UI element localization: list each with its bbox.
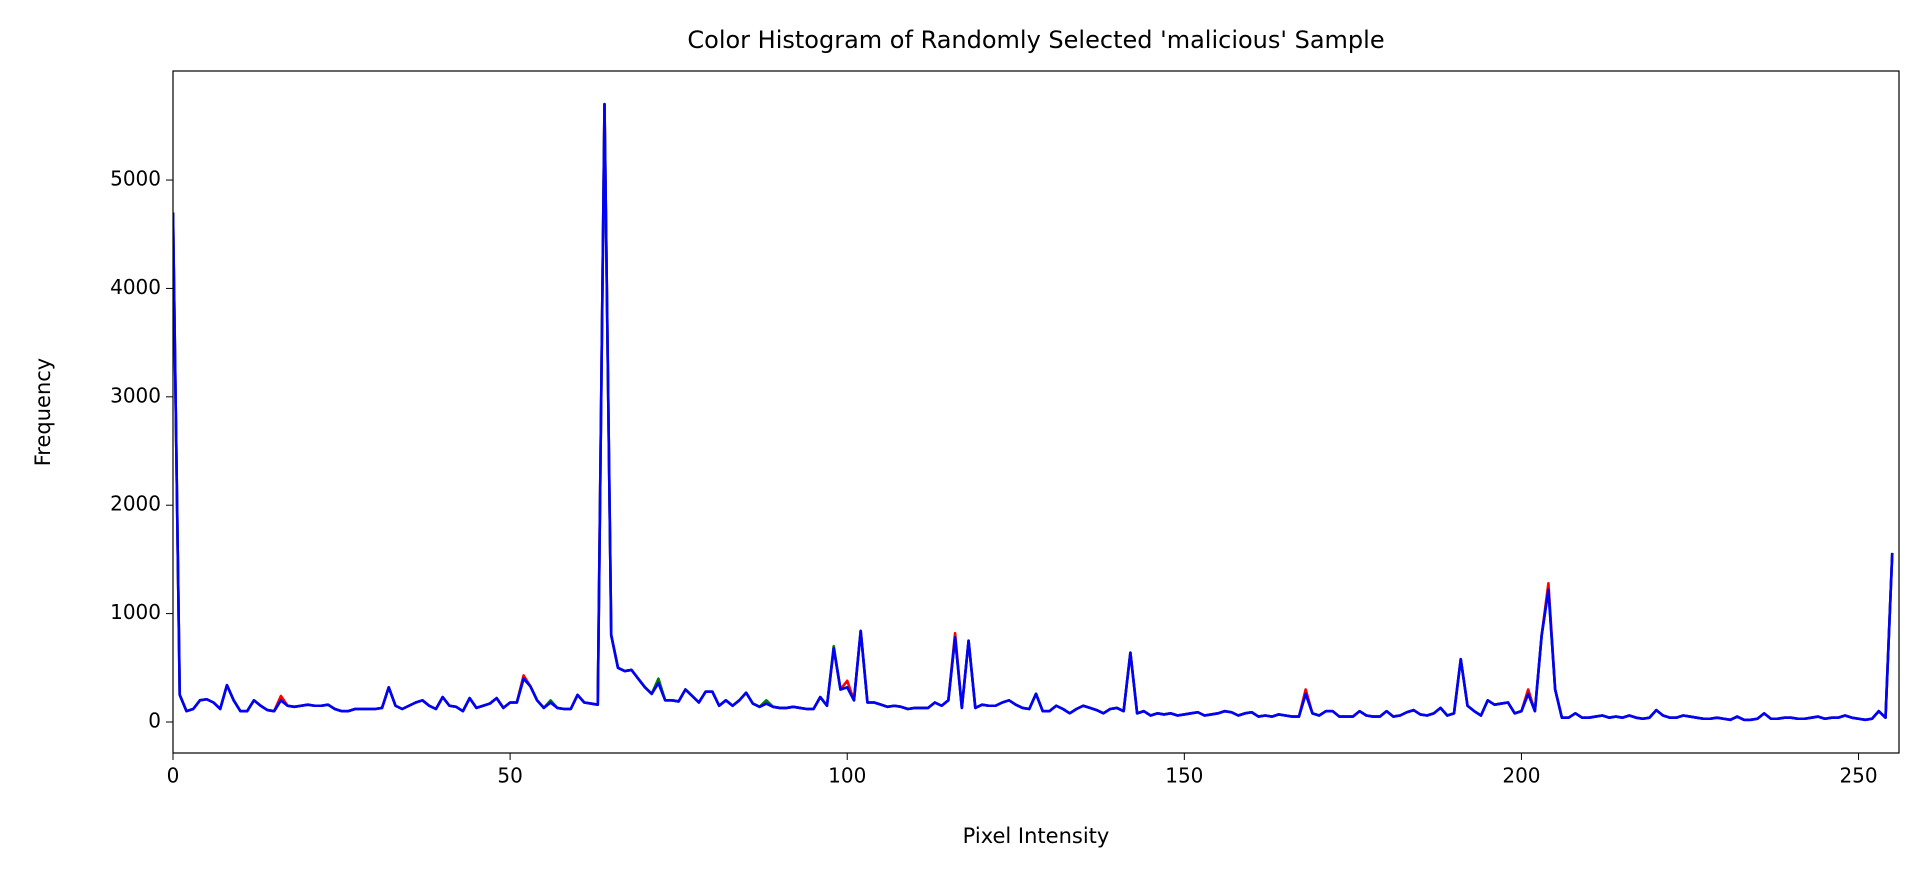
x-axis-label: Pixel Intensity [963,824,1110,848]
y-tick-label: 1000 [110,600,161,624]
chart-title: Color Histogram of Randomly Selected 'ma… [687,26,1384,54]
axes-frame [172,70,1900,754]
x-tick-label: 250 [1839,764,1877,788]
series-line [173,102,1894,722]
x-tick-label: 0 [167,764,180,788]
y-tick-label: 2000 [110,492,161,516]
y-tick-label: 3000 [110,383,161,407]
x-tick-label: 200 [1502,764,1540,788]
x-tick-label: 100 [828,764,866,788]
y-tick-label: 0 [148,709,161,733]
y-tick-label: 5000 [110,167,161,191]
y-tick-label: 4000 [110,275,161,299]
x-tick-label: 50 [497,764,522,788]
plot-area [173,102,1894,722]
series-line [173,102,1894,722]
y-axis-label: Frequency [31,358,55,467]
x-tick-label: 150 [1165,764,1203,788]
series-line [173,102,1894,722]
